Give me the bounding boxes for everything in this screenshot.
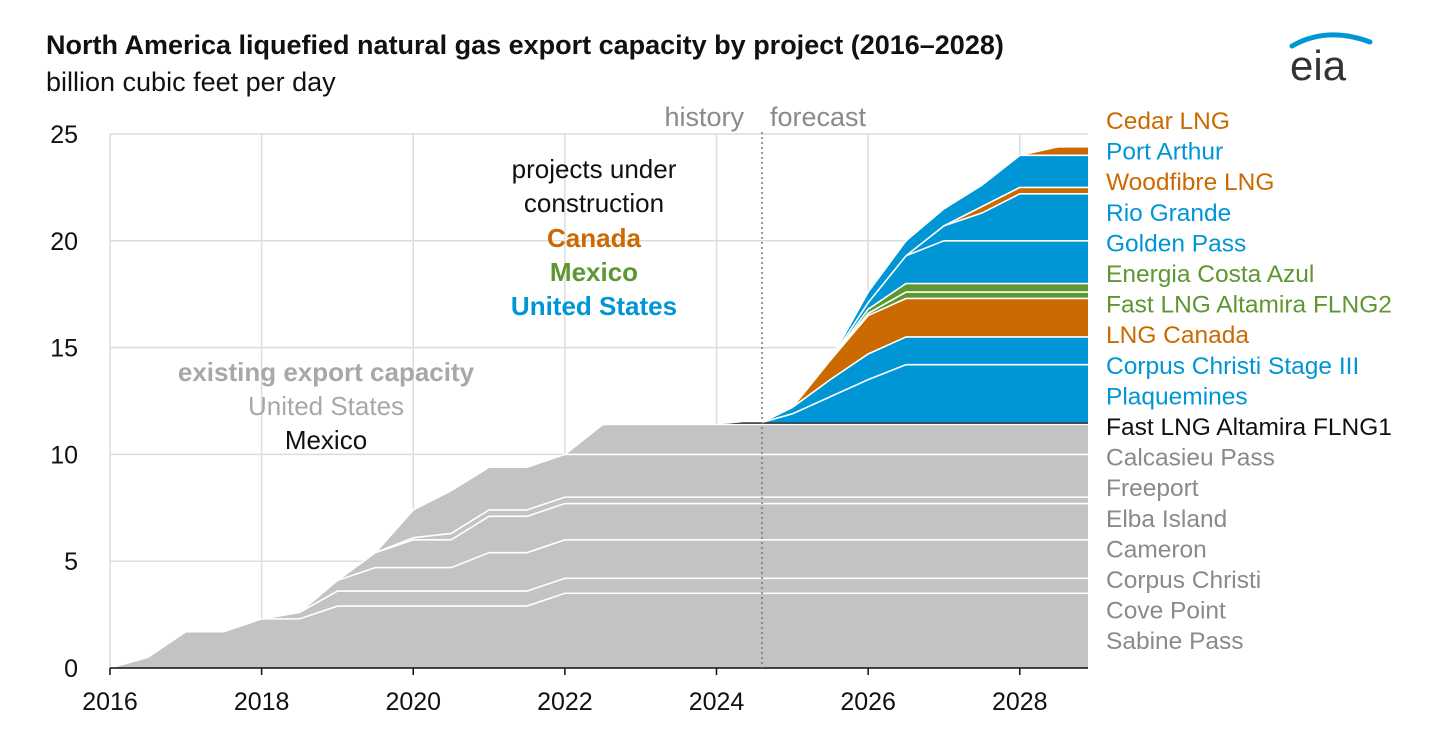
area-lng-canada — [110, 298, 1088, 668]
legend-woodfibre-lng: Woodfibre LNG — [1106, 169, 1274, 196]
axes: 0 5 10 15 20 25 2016 2018 2020 2022 2024 2026 2028 — [50, 121, 1088, 716]
annotation-existing-mexico: Mexico — [285, 425, 367, 455]
boundary-plaquemines — [761, 363, 1088, 424]
legend-plaquemines: Plaquemines — [1106, 383, 1248, 410]
annotation-existing-us: United States — [248, 391, 404, 421]
annotation-existing-title: existing export capacity — [178, 357, 475, 387]
x-tick-label-4: 2024 — [689, 688, 745, 716]
legend-corpus-christi-stage-iii: Corpus Christi Stage III — [1106, 353, 1359, 380]
y-tick-label-0: 0 — [64, 655, 78, 683]
boundary-rio-grande — [905, 193, 1088, 257]
chart-subtitle: billion cubic feet per day — [46, 67, 336, 97]
boundary-cameron — [336, 502, 1088, 582]
legend-cameron: Cameron — [1106, 536, 1207, 563]
y-tick-label-3: 15 — [50, 335, 78, 363]
annotation-united-states: United States — [511, 291, 677, 321]
boundary-calcasieu-pass — [564, 423, 1088, 456]
legend-cove-point: Cove Point — [1106, 598, 1226, 625]
annotations: history forecast projects under construc… — [178, 102, 867, 668]
boundary-freeport — [374, 453, 1088, 554]
boundary-woodfibre-lng — [943, 186, 1088, 227]
x-tick-label-3: 2022 — [537, 688, 593, 716]
annotation-mexico: Mexico — [550, 257, 638, 287]
legend-golden-pass: Golden Pass — [1106, 230, 1246, 257]
x-tick-label-2: 2020 — [385, 688, 441, 716]
y-tick-label-4: 20 — [50, 228, 78, 256]
boundary-corpus-christi-stage-iii — [761, 336, 1088, 424]
boundary-cove-point — [261, 577, 1088, 620]
under-construction-line1: projects under — [512, 154, 677, 184]
under-construction-line2: construction — [524, 188, 664, 218]
area-cove-point — [110, 578, 1088, 668]
annotation-canada: Canada — [547, 223, 641, 253]
x-tick-label-5: 2026 — [840, 688, 896, 716]
x-tick-label-0: 2016 — [82, 688, 138, 716]
legend-port-arthur: Port Arthur — [1106, 139, 1223, 166]
area-plaquemines — [110, 364, 1088, 668]
boundary-golden-pass — [829, 240, 1088, 361]
history-label: history — [664, 102, 744, 132]
boundary-elba-island — [375, 496, 1088, 554]
boundary-corpus-christi — [299, 539, 1088, 614]
x-tick-label-6: 2028 — [992, 688, 1048, 716]
y-tick-label-2: 10 — [50, 441, 78, 469]
legend-elba-island: Elba Island — [1106, 506, 1227, 533]
area-sabine-pass — [110, 593, 1088, 668]
area-calcasieu-pass — [110, 424, 1088, 668]
y-tick-label-1: 5 — [64, 548, 78, 576]
legend-rio-grande: Rio Grande — [1106, 200, 1231, 227]
boundary-fast-lng-altamira-flng2 — [829, 291, 1088, 361]
legend-energia-costa-azul: Energia Costa Azul — [1106, 261, 1314, 288]
logo-arc-icon — [1289, 32, 1373, 49]
legend-freeport: Freeport — [1106, 475, 1199, 502]
legend-cedar-lng: Cedar LNG — [1106, 108, 1230, 135]
layer-boundaries — [109, 146, 1088, 669]
legend-sabine-pass: Sabine Pass — [1106, 628, 1244, 655]
chart-title: North America liquefied natural gas expo… — [46, 30, 1004, 60]
legend-lng-canada: LNG Canada — [1106, 322, 1249, 349]
boundary-port-arthur — [829, 154, 1088, 361]
legend-fast-lng-altamira-flng2: Fast LNG Altamira FLNG2 — [1106, 292, 1392, 319]
legend-corpus-christi: Corpus Christi — [1106, 567, 1261, 594]
eia-logo: eia — [1289, 32, 1373, 89]
boundary-cedar-lng — [1019, 146, 1088, 157]
y-tick-label-5: 25 — [50, 121, 78, 149]
area-corpus-christi — [110, 539, 1088, 668]
legend: Cedar LNG Port Arthur Woodfibre LNG Rio Gra… — [1106, 108, 1392, 655]
x-tick-label-1: 2018 — [234, 688, 290, 716]
logo-text: eia — [1290, 42, 1347, 89]
boundary-sabine-pass — [109, 592, 1088, 669]
legend-calcasieu-pass: Calcasieu Pass — [1106, 445, 1275, 472]
area-cameron — [110, 503, 1088, 668]
forecast-label: forecast — [770, 102, 867, 132]
boundary-energia-costa-azul — [829, 282, 1088, 361]
legend-fast-lng-altamira-flng1: Fast LNG Altamira FLNG1 — [1106, 414, 1392, 441]
